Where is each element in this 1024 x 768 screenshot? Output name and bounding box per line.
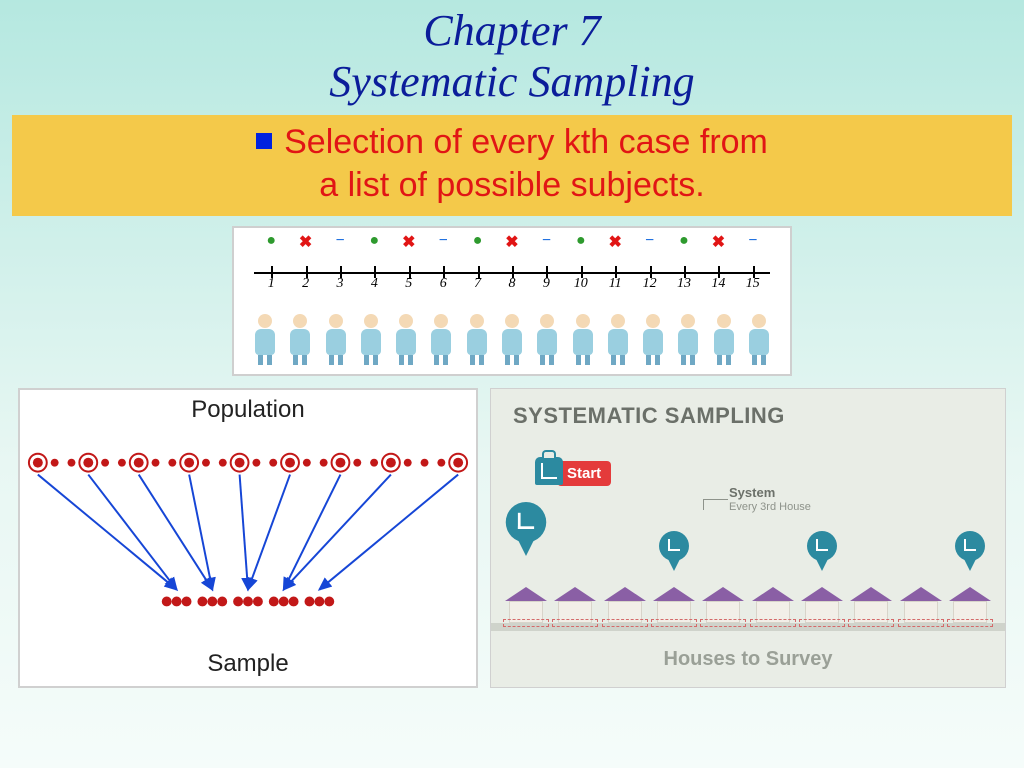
houses-heading: SYSTEMATIC SAMPLING bbox=[491, 389, 1005, 429]
person-icon bbox=[640, 314, 666, 368]
person-icon bbox=[570, 314, 596, 368]
house-icon bbox=[900, 587, 942, 623]
house-icon bbox=[949, 587, 991, 623]
title-line-2: Systematic Sampling bbox=[0, 57, 1024, 108]
house-icon bbox=[850, 587, 892, 623]
person-icon bbox=[675, 314, 701, 368]
house-icon bbox=[801, 587, 843, 623]
clipboard-icon bbox=[535, 457, 563, 485]
person-icon bbox=[323, 314, 349, 368]
definition-text-1: Selection of every kth case from bbox=[284, 123, 768, 161]
person-icon bbox=[711, 314, 737, 368]
house-icon bbox=[554, 587, 596, 623]
person-icon bbox=[428, 314, 454, 368]
system-callout: System Every 3rd House bbox=[729, 485, 811, 514]
slide-title: Chapter 7 Systematic Sampling bbox=[0, 0, 1024, 107]
definition-line-2: a list of possible subjects. bbox=[24, 164, 1000, 207]
person-icon bbox=[534, 314, 560, 368]
marker-balloon-icon bbox=[659, 531, 689, 571]
house-icon bbox=[653, 587, 695, 623]
person-icon bbox=[287, 314, 313, 368]
person-icon bbox=[464, 314, 490, 368]
person-icon bbox=[252, 314, 278, 368]
marker-balloon-icon bbox=[506, 502, 547, 556]
system-label-title: System bbox=[729, 485, 811, 501]
sample-label: Sample bbox=[20, 650, 476, 678]
person-icon bbox=[393, 314, 419, 368]
house-icon bbox=[604, 587, 646, 623]
house-icon bbox=[702, 587, 744, 623]
house-icon bbox=[752, 587, 794, 623]
person-icon bbox=[358, 314, 384, 368]
population-sample-figure: Population Sample bbox=[18, 388, 478, 688]
houses-figure: SYSTEMATIC SAMPLING Start System Every 3… bbox=[490, 388, 1006, 688]
person-icon bbox=[499, 314, 525, 368]
person-icon bbox=[605, 314, 631, 368]
house-icon bbox=[505, 587, 547, 623]
start-label: Start bbox=[557, 461, 611, 486]
system-label-sub: Every 3rd House bbox=[729, 501, 811, 514]
marker-balloon-icon bbox=[955, 531, 985, 571]
population-label: Population bbox=[20, 396, 476, 424]
definition-box: Selection of every kth case from a list … bbox=[12, 115, 1012, 216]
person-icon bbox=[746, 314, 772, 368]
numberline-figure: ●1✖2−3●4✖5−6●7✖8−9●10✖11−12●13✖14−15 bbox=[232, 226, 792, 376]
definition-line-1: Selection of every kth case from bbox=[24, 121, 1000, 164]
marker-balloon-icon bbox=[807, 531, 837, 571]
start-marker: Start bbox=[527, 457, 617, 486]
houses-footer: Houses to Survey bbox=[491, 648, 1005, 671]
title-line-1: Chapter 7 bbox=[0, 6, 1024, 57]
bullet-icon bbox=[256, 133, 272, 149]
